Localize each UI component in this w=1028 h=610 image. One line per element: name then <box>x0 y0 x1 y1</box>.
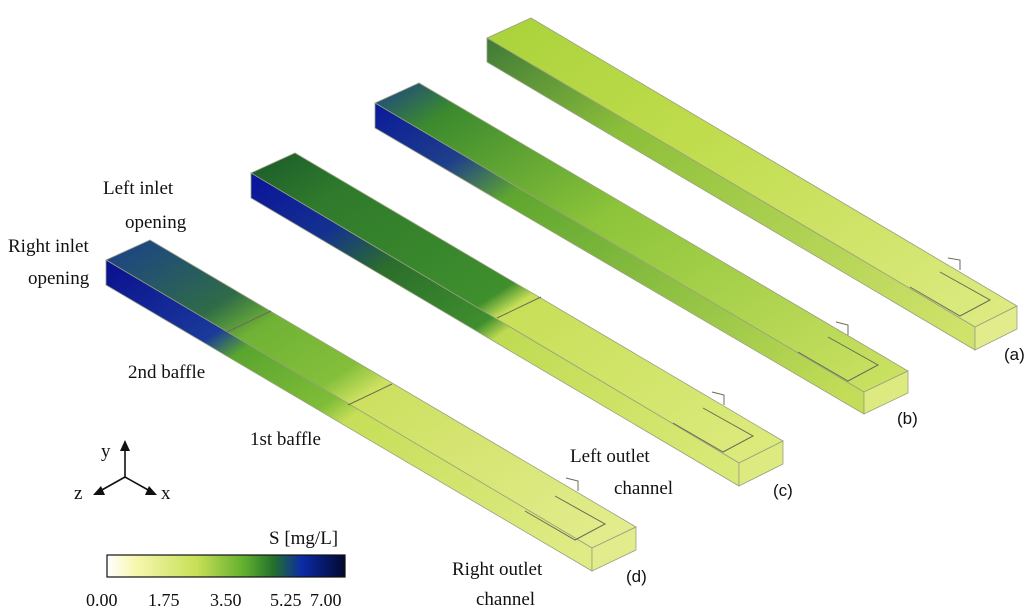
colorbar-title: S [mg/L] <box>269 528 338 549</box>
panel-label-a: (a) <box>1004 345 1025 364</box>
channel-a <box>486 17 1018 351</box>
channel-d-outlet-step <box>565 477 579 491</box>
channel-d-first-baffle <box>347 383 393 406</box>
panel-label-d: (d) <box>626 567 647 586</box>
channel-a-outlet-slot <box>909 271 992 317</box>
panel-label-c: (c) <box>773 481 793 500</box>
channel-c-end-face <box>738 440 784 487</box>
label-right-outlet-line1: Right outlet <box>452 559 543 580</box>
colorbar-gradient <box>106 554 346 578</box>
colorbar-tick-2: 3.50 <box>210 590 242 610</box>
axis-y-label: y <box>101 441 111 462</box>
axis-x-label: x <box>161 483 171 504</box>
label-first-baffle: 1st baffle <box>250 429 321 450</box>
channel-b-outlet-slot <box>797 336 880 382</box>
channel-d-end-face <box>591 526 637 572</box>
axis-z-label: z <box>74 483 82 504</box>
channel-c-outlet-step <box>711 391 725 405</box>
colorbar-tick-1: 1.75 <box>148 590 180 610</box>
colorbar-tick-3: 5.25 <box>270 590 302 610</box>
channel-b-outlet-step <box>835 321 849 335</box>
label-left-inlet-line1: Left inlet <box>103 178 174 199</box>
panel-label-b: (b) <box>897 409 918 428</box>
channel-a-end-face <box>974 305 1018 351</box>
label-left-outlet-line2: channel <box>614 478 673 499</box>
channel-d-second-baffle <box>226 310 272 333</box>
label-second-baffle: 2nd baffle <box>128 362 205 383</box>
axis-triad: y z x <box>74 440 171 504</box>
channel-c <box>250 152 784 487</box>
label-left-inlet-line2: opening <box>125 212 187 233</box>
colorbar: S [mg/L] 0.00 1.75 3.50 5.25 7.00 <box>86 528 346 610</box>
channel-d <box>105 239 637 572</box>
channel-a-outlet-step <box>947 257 961 270</box>
colorbar-tick-4: 7.00 <box>310 590 342 610</box>
channel-c-baffle <box>496 296 542 319</box>
channel-b <box>374 82 909 415</box>
label-right-inlet-line1: Right inlet <box>8 236 89 257</box>
channel-c-side-face <box>250 172 740 487</box>
label-right-inlet-line2: opening <box>28 268 90 289</box>
channel-b-end-face <box>863 370 909 415</box>
label-right-outlet-line2: channel <box>476 589 535 610</box>
channel-d-outlet-slot <box>524 495 607 541</box>
colorbar-tick-0: 0.00 <box>86 590 118 610</box>
channel-c-outlet-slot <box>672 407 755 453</box>
label-left-outlet-line1: Left outlet <box>570 446 650 467</box>
